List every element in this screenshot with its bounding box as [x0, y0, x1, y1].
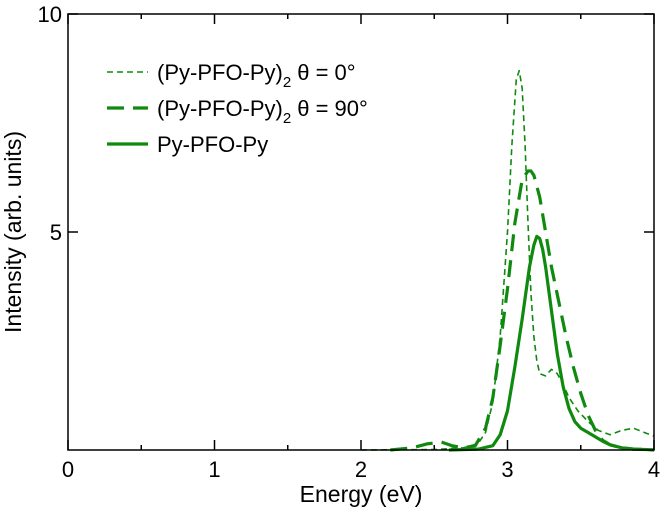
x-tick-label: 4 [648, 457, 660, 482]
x-tick-label: 1 [208, 457, 220, 482]
plot-lines [360, 69, 655, 452]
y-tick-label: 10 [38, 2, 62, 27]
legend-tail: θ = 0° [297, 60, 355, 85]
y-tick-label: 5 [50, 220, 62, 245]
y-axis-label: Intensity (arb. units) [0, 131, 26, 333]
legend-label-1: (Py-PFO-Py)2 θ = 0° [157, 60, 356, 91]
x-axis-label: Energy (eV) [300, 481, 423, 507]
x-tick-label: 0 [62, 457, 74, 482]
legend-label-2: (Py-PFO-Py)2 θ = 90° [157, 96, 368, 127]
plot-frame [67, 13, 655, 451]
series-line-3 [448, 234, 655, 452]
x-tick-label: 2 [355, 457, 367, 482]
legend-main: Py-PFO-Py [157, 132, 268, 157]
legend-main: (Py-PFO-Py) [157, 96, 283, 121]
tick-labels: 0 1 2 3 4 5 10 [38, 2, 661, 482]
axis-ticks [67, 13, 655, 450]
legend-main: (Py-PFO-Py) [157, 60, 283, 85]
legend-subscript: 2 [283, 110, 291, 127]
x-tick-label: 3 [501, 457, 513, 482]
legend-label-3: Py-PFO-Py [157, 132, 268, 157]
legend-tail: θ = 90° [297, 96, 368, 121]
series-line-1 [360, 69, 655, 451]
legend-subscript: 2 [283, 74, 291, 91]
legend: (Py-PFO-Py)2 θ = 0°(Py-PFO-Py)2 θ = 90°Py-… [107, 60, 368, 157]
